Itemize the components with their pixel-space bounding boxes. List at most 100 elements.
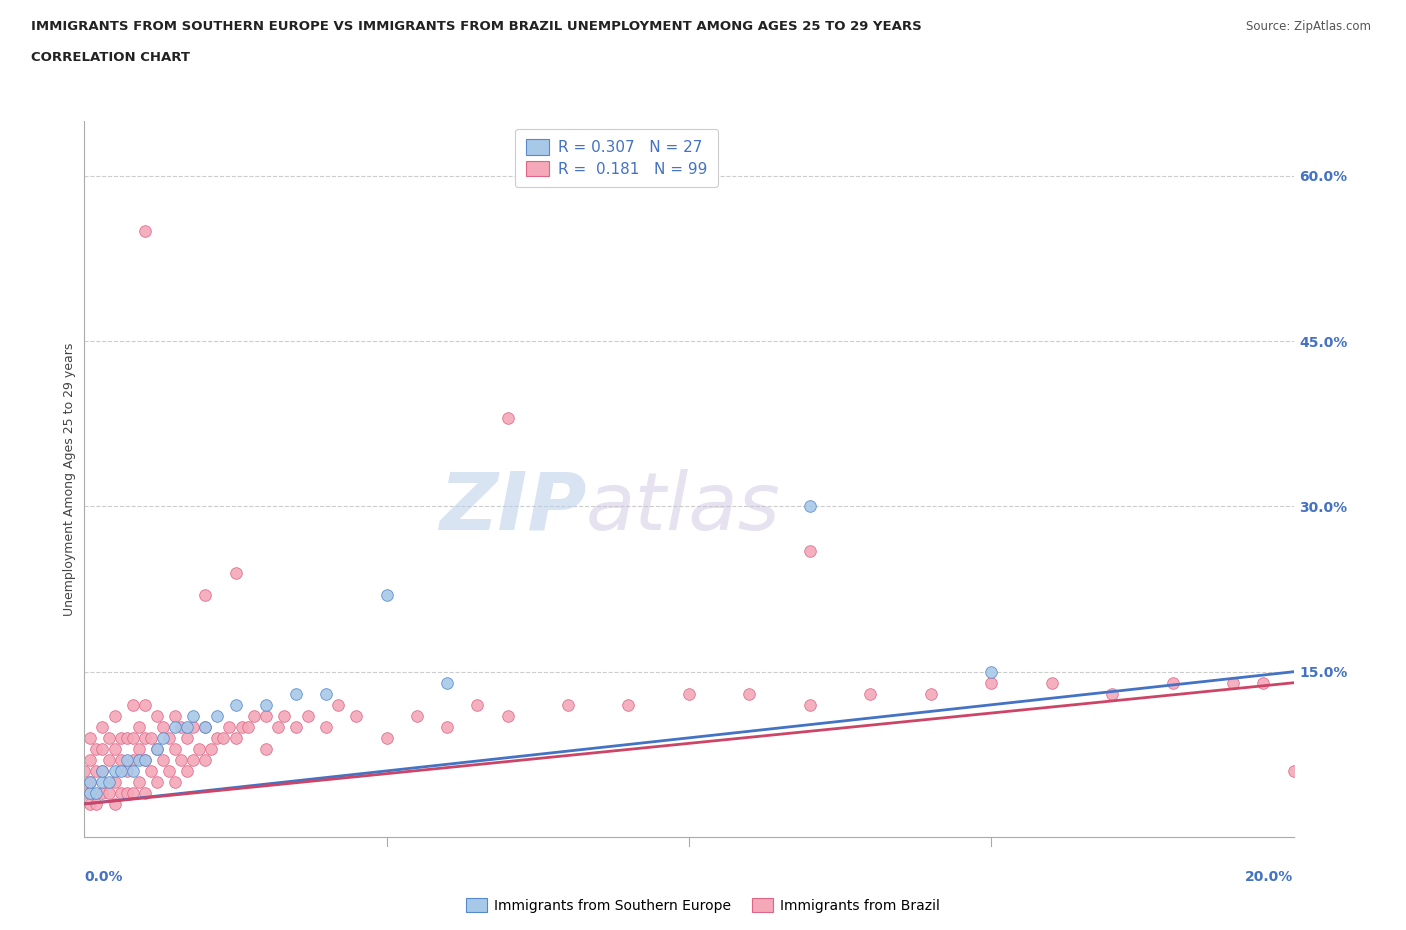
Point bbox=[254, 741, 277, 756]
Point bbox=[91, 764, 114, 778]
Legend: Immigrants from Southern Europe, Immigrants from Brazil: Immigrants from Southern Europe, Immigra… bbox=[461, 893, 945, 919]
Point bbox=[165, 720, 187, 735]
Point bbox=[152, 752, 174, 767]
Point bbox=[165, 741, 187, 756]
Point bbox=[128, 720, 150, 735]
Point bbox=[79, 796, 101, 811]
Point bbox=[315, 720, 337, 735]
Point bbox=[176, 720, 198, 735]
Point bbox=[91, 720, 114, 735]
Point bbox=[436, 720, 458, 735]
Point bbox=[920, 686, 942, 701]
Point bbox=[91, 741, 114, 756]
Point bbox=[73, 786, 96, 801]
Point bbox=[218, 720, 240, 735]
Text: IMMIGRANTS FROM SOUTHERN EUROPE VS IMMIGRANTS FROM BRAZIL UNEMPLOYMENT AMONG AGE: IMMIGRANTS FROM SOUTHERN EUROPE VS IMMIG… bbox=[31, 20, 922, 33]
Point bbox=[139, 730, 162, 745]
Point bbox=[212, 730, 235, 745]
Point bbox=[194, 752, 217, 767]
Point bbox=[799, 499, 821, 514]
Point bbox=[91, 764, 114, 778]
Point bbox=[207, 709, 229, 724]
Point bbox=[200, 741, 222, 756]
Point bbox=[799, 698, 821, 712]
Point bbox=[678, 686, 700, 701]
Point bbox=[375, 587, 398, 602]
Point bbox=[225, 565, 247, 580]
Point bbox=[115, 752, 138, 767]
Point bbox=[157, 764, 180, 778]
Point bbox=[165, 775, 187, 790]
Text: atlas: atlas bbox=[586, 469, 780, 547]
Point bbox=[467, 698, 489, 712]
Point bbox=[121, 764, 143, 778]
Point bbox=[97, 752, 120, 767]
Point bbox=[110, 752, 132, 767]
Point bbox=[104, 709, 127, 724]
Point bbox=[496, 411, 519, 426]
Point bbox=[134, 786, 156, 801]
Text: CORRELATION CHART: CORRELATION CHART bbox=[31, 51, 190, 64]
Text: ZIP: ZIP bbox=[439, 469, 586, 547]
Point bbox=[128, 775, 150, 790]
Point bbox=[73, 764, 96, 778]
Point bbox=[557, 698, 579, 712]
Point bbox=[121, 698, 143, 712]
Point bbox=[104, 764, 127, 778]
Point bbox=[1253, 675, 1275, 690]
Point bbox=[181, 709, 204, 724]
Point bbox=[273, 709, 295, 724]
Point bbox=[110, 786, 132, 801]
Point bbox=[1040, 675, 1063, 690]
Point bbox=[146, 709, 169, 724]
Point bbox=[170, 752, 193, 767]
Point bbox=[134, 752, 156, 767]
Point bbox=[207, 730, 229, 745]
Point bbox=[267, 720, 290, 735]
Point bbox=[97, 786, 120, 801]
Point bbox=[181, 720, 204, 735]
Text: 20.0%: 20.0% bbox=[1246, 870, 1294, 884]
Point bbox=[1282, 764, 1305, 778]
Point bbox=[86, 786, 108, 801]
Point bbox=[242, 709, 264, 724]
Point bbox=[225, 698, 247, 712]
Point bbox=[254, 698, 277, 712]
Text: Source: ZipAtlas.com: Source: ZipAtlas.com bbox=[1246, 20, 1371, 33]
Point bbox=[86, 796, 108, 811]
Point bbox=[146, 741, 169, 756]
Point bbox=[91, 786, 114, 801]
Point bbox=[121, 752, 143, 767]
Point bbox=[297, 709, 319, 724]
Point bbox=[97, 730, 120, 745]
Point bbox=[104, 796, 127, 811]
Point bbox=[285, 720, 308, 735]
Point bbox=[980, 675, 1002, 690]
Point bbox=[115, 786, 138, 801]
Point bbox=[1101, 686, 1123, 701]
Point bbox=[617, 698, 640, 712]
Point bbox=[315, 686, 337, 701]
Point bbox=[79, 730, 101, 745]
Point bbox=[799, 543, 821, 558]
Point bbox=[1222, 675, 1244, 690]
Point bbox=[86, 764, 108, 778]
Point bbox=[115, 764, 138, 778]
Point bbox=[110, 764, 132, 778]
Point bbox=[134, 698, 156, 712]
Point bbox=[134, 752, 156, 767]
Point bbox=[375, 730, 398, 745]
Point bbox=[121, 730, 143, 745]
Point bbox=[859, 686, 882, 701]
Point bbox=[406, 709, 429, 724]
Legend: R = 0.307   N = 27, R =  0.181   N = 99: R = 0.307 N = 27, R = 0.181 N = 99 bbox=[515, 128, 718, 187]
Point bbox=[225, 730, 247, 745]
Point bbox=[79, 752, 101, 767]
Point bbox=[134, 730, 156, 745]
Point bbox=[146, 775, 169, 790]
Point bbox=[146, 741, 169, 756]
Point bbox=[165, 709, 187, 724]
Point bbox=[157, 730, 180, 745]
Point bbox=[128, 741, 150, 756]
Point bbox=[194, 720, 217, 735]
